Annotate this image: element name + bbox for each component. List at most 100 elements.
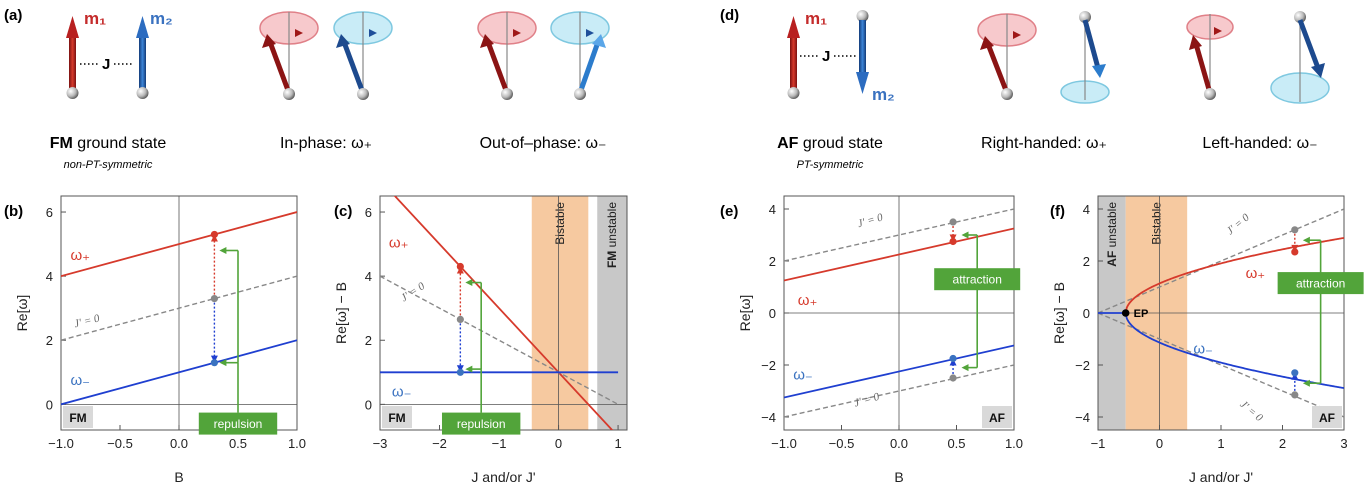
spin-m2-shaft [139,34,146,90]
bracket-label-box [934,268,1021,291]
caption-af-symmetry: PT-symmetric [797,159,864,171]
panel-label-a: (a) [4,7,22,24]
spin-head [1189,35,1202,50]
corner-badge [382,406,412,428]
spin-m2-ball [136,87,149,99]
x-axis-label: J and/or J' [1189,469,1253,485]
data-point-1 [1291,248,1299,256]
spin-head [1092,64,1106,78]
region-label-text: unstable [605,202,619,251]
data-point-2 [949,354,957,363]
region-label-text: Bistable [1149,202,1163,245]
exchange-J-label: J [822,48,830,65]
corner-badge-label: FM [388,411,405,425]
y-tick-label: 4 [365,269,372,284]
series-label-0: J' = 0 [1224,211,1252,237]
corner-badge-label: AF [989,411,1005,425]
spin-diagram-af-ground: m₁ m₂ J [787,9,895,104]
bracket-arrowhead-bottom [961,364,969,372]
caption-in-phase: In-phase: ω₊ [280,135,372,152]
series-label-0: ω₊ [389,234,409,251]
chart-c: Bistable FM unstable −3 −2 −1 0 1 0 2 4 6 J and/or … [333,195,628,485]
y-tick-label: 6 [365,205,372,220]
series-label-1: ω₊ [798,292,818,309]
spin-shaft [267,41,292,94]
y-tick-label: 2 [1083,254,1090,269]
region-label-bold: AF [1105,251,1119,267]
bracket-arrowhead-top [961,231,969,239]
x-tick-label: 0.0 [890,436,908,451]
bracket-label-box [198,412,278,435]
corner-badge [1312,406,1342,428]
caption-af-rest: groud state [798,135,883,152]
data-point-0 [456,262,464,271]
corner-badge [982,406,1012,428]
m2-label: m₂ [872,85,895,104]
series-label-3: J' = 0 [1238,398,1266,424]
x-axis-label: J and/or J' [471,469,535,485]
spin-m1-arrowhead [66,16,79,38]
spin-m2-arrowhead [856,72,869,94]
spin-shaft [485,41,510,94]
y-tick-label: 6 [46,205,53,220]
spin-ball [574,88,586,100]
caption-fm-rest: ground state [73,135,167,152]
data-point-0 [949,218,957,226]
x-tick-label: 0.5 [947,436,965,451]
plot-area [380,196,619,430]
precession-arrow [586,29,594,37]
panel-label-d: (d) [720,7,739,24]
corner-badge-label: FM [69,411,86,425]
y-tick-label: 2 [769,254,776,269]
corner-badge-label: AF [1319,411,1335,425]
series-line-1 [784,227,1014,282]
bracket-label: repulsion [214,417,263,431]
spin-diagram-out-of-phase [477,11,610,100]
x-tick-label: −0.5 [107,436,133,451]
spin-ball [1204,88,1216,100]
spin-ball [1001,88,1013,100]
bracket-arrowhead-bottom [219,359,227,367]
series-line-1 [61,275,297,341]
plot-area [61,211,297,406]
data-point-1 [456,315,464,324]
region-label-0: AF unstable [1105,202,1119,267]
region-1 [597,196,627,430]
spin-ball [501,88,513,100]
bracket-label-box [441,412,521,435]
spin-diagram-right-handed [977,11,1110,104]
y-axis-label: Re[ω] [737,295,753,332]
caption-af-bold: AF [777,135,799,152]
y-tick-label: −4 [761,410,776,425]
series-line-0 [61,211,297,278]
spin-m1-ball [66,87,79,99]
bracket-label-box [1277,272,1364,295]
y-tick-label: 0 [46,397,53,412]
series-label-1: J' = 0 [399,280,427,304]
bracket-label: attraction [1296,277,1345,291]
exchange-J-label: J [102,56,110,73]
y-axis-label: Re[ω] − B [333,282,349,344]
data-point-1 [949,237,957,246]
spin-head [480,34,494,48]
series-line-2 [61,339,297,406]
series-line-1 [380,275,619,405]
chart-f: AF unstable Bistable −1 0 1 2 3 −4 −2 0 2 4 J and/or… [1051,195,1364,485]
spin-m1-shaft [69,34,76,90]
spin-m1-arrowhead [787,16,800,38]
data-point-1 [210,294,218,303]
x-tick-label: −1 [492,436,507,451]
spin-m2-arrowhead [136,16,149,38]
x-axis-label: B [174,469,183,485]
m1-label: m₁ [84,9,106,28]
bracket-label: repulsion [457,417,506,431]
caption-out-of-phase: Out-of–phase: ω₋ [480,135,607,152]
y-tick-label: 4 [1083,202,1090,217]
x-tick-label: −3 [373,436,388,451]
panel-label-c: (c) [334,203,352,220]
bracket-label: attraction [953,273,1002,287]
spin-head [1311,63,1325,78]
spin-shaft [341,41,366,94]
series-line-3 [784,364,1014,418]
y-tick-label: −4 [1075,410,1090,425]
